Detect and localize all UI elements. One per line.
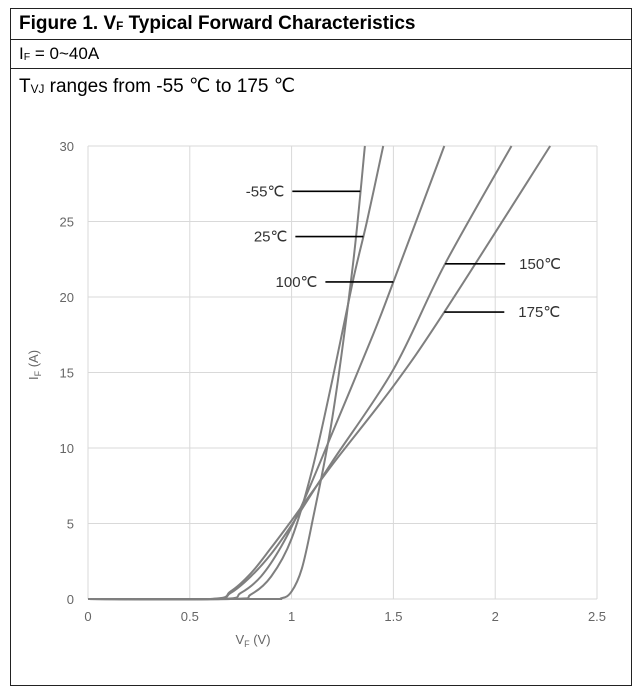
figure-frame: Figure 1. VF Typical Forward Characteris…	[10, 8, 632, 686]
series-label: 150℃	[519, 256, 561, 273]
range-suffix: ranges from -55 ℃ to 175 ℃	[44, 76, 296, 97]
y-axis-title: IF (A)	[26, 350, 43, 380]
y-tick-label: 5	[67, 517, 74, 532]
y-tick-label: 0	[67, 592, 74, 607]
x-tick-label: 1.5	[384, 609, 402, 624]
title-subscript: F	[116, 20, 124, 34]
title-prefix: Figure 1. V	[19, 13, 117, 34]
cond-prefix: I	[19, 44, 24, 63]
cond-suffix: = 0~40A	[30, 44, 100, 63]
x-tick-label: 2.5	[588, 609, 606, 624]
y-tick-label: 30	[60, 139, 74, 154]
annotation-leaders: -55℃ 25℃ 100℃ 150℃ 175℃	[246, 183, 561, 321]
x-tick-label: 1	[288, 609, 295, 624]
current-condition: IF = 0~40A	[11, 40, 631, 69]
figure-title: Figure 1. VF Typical Forward Characteris…	[11, 9, 631, 40]
forward-characteristics-chart: -55℃ 25℃ 100℃ 150℃ 175℃ 0 5 10 15 20 25 30 0 0.5 1 1.5…	[26, 139, 607, 649]
series-label: 100℃	[276, 274, 318, 291]
series-curve	[87, 145, 552, 601]
grid-lines	[87, 145, 598, 600]
series-label: -55℃	[246, 183, 285, 200]
temperature-range: TVJ ranges from -55 ℃ to 175 ℃	[11, 69, 631, 104]
series-label: 175℃	[518, 304, 560, 321]
y-tick-label: 20	[60, 290, 74, 305]
x-axis-title: VF (V)	[235, 632, 270, 649]
x-tick-label: 2	[492, 609, 499, 624]
range-subscript: VJ	[30, 83, 45, 97]
x-tick-label: 0.5	[181, 609, 199, 624]
y-tick-label: 15	[60, 366, 74, 381]
cond-subscript: F	[23, 51, 31, 64]
range-prefix: T	[19, 76, 31, 97]
y-tick-label: 25	[60, 215, 74, 230]
curves	[87, 145, 552, 601]
x-tick-label: 0	[84, 609, 91, 624]
series-label: 25℃	[254, 229, 288, 246]
title-suffix: Typical Forward Characteristics	[123, 13, 416, 34]
tick-labels: 0 5 10 15 20 25 30 0 0.5 1 1.5 2 2.5	[60, 139, 607, 624]
y-tick-label: 10	[60, 441, 74, 456]
